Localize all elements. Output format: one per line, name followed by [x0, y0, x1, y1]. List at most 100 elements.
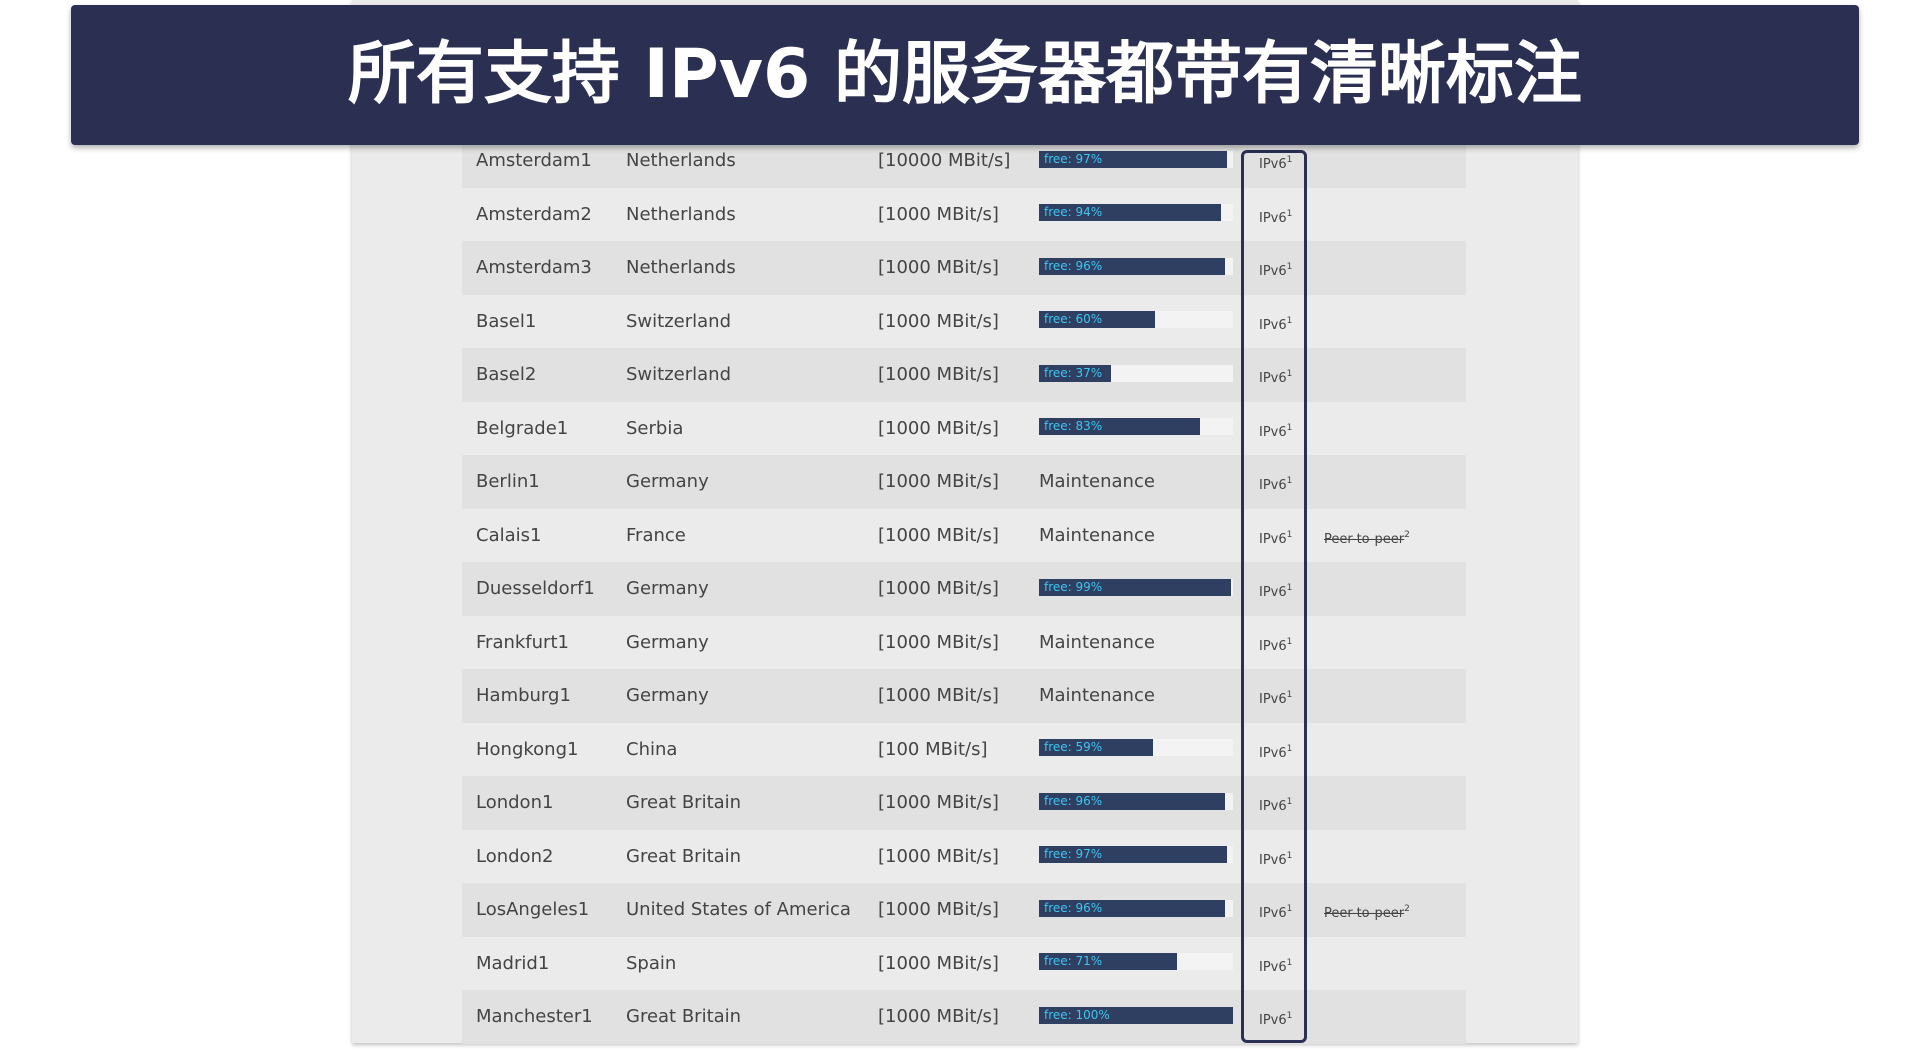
ipv6-note: 1 — [1286, 636, 1293, 647]
ipv6-label: IPv6 — [1259, 959, 1287, 975]
p2p-note: 2 — [1404, 904, 1410, 914]
ipv6-note: 1 — [1286, 904, 1293, 914]
load-bar — [1039, 1006, 1233, 1024]
load-label: free: 71% — [1044, 954, 1103, 969]
table-row: Amsterdam2 Netherlands [1000 MBit/s] free: … — [462, 188, 1466, 242]
ipv6-cell: IPv61 — [1259, 402, 1292, 460]
ipv6-label: IPv6 — [1259, 371, 1287, 386]
speed: [1000 MBit/s] — [878, 1006, 999, 1027]
load-bar — [1039, 953, 1177, 971]
country: Germany — [626, 578, 709, 599]
load-track: free: 37% — [1039, 364, 1233, 382]
table-row: Berlin1 Germany [1000 MBit/s] Maintenance IP… — [462, 455, 1466, 509]
ipv6-note: 1 — [1286, 262, 1293, 272]
speed: [1000 MBit/s] — [878, 631, 999, 653]
ipv6-label: IPv6 — [1259, 692, 1287, 707]
country: China — [626, 738, 678, 760]
ipv6-label: IPv6 — [1259, 157, 1287, 172]
server-name: Duesseldorf1 — [476, 578, 595, 599]
load-label: free: 60% — [1044, 312, 1103, 327]
server-name: Hamburg1 — [476, 685, 571, 706]
ipv6-cell: IPv61 — [1259, 295, 1292, 353]
ipv6-note: 1 — [1286, 1011, 1293, 1021]
ipv6-cell: IPv61 — [1259, 455, 1292, 513]
table-row: Calais1 France [1000 MBit/s] Maintenance IPv… — [462, 509, 1466, 563]
load-track: free: 96% — [1039, 257, 1233, 275]
load-bar — [1039, 846, 1228, 864]
load-label: free: 100% — [1044, 1007, 1110, 1022]
load-status: Maintenance — [1039, 685, 1155, 706]
p2p-note: 2 — [1404, 529, 1410, 540]
server-name: Berlin1 — [476, 471, 540, 492]
speed: [1000 MBit/s] — [878, 257, 999, 278]
load-track: free: 97% — [1039, 150, 1233, 168]
country: Germany — [626, 685, 709, 706]
ipv6-label: IPv6 — [1259, 906, 1287, 921]
ipv6-note: 1 — [1286, 315, 1293, 326]
load-bar — [1039, 311, 1156, 329]
load-track: free: 99% — [1039, 578, 1233, 596]
ipv6-label: IPv6 — [1259, 1013, 1287, 1028]
table-row: Hamburg1 Germany [1000 MBit/s] Maintenance I… — [462, 669, 1466, 723]
speed: [1000 MBit/s] — [878, 952, 999, 974]
server-name: London2 — [476, 845, 554, 867]
table-row: Manchester1 Great Britain [1000 MBit/s] fre… — [462, 990, 1466, 1044]
speed: [1000 MBit/s] — [878, 471, 999, 492]
ipv6-cell: IPv61 — [1259, 669, 1292, 727]
country: Netherlands — [626, 257, 736, 278]
country: Switzerland — [626, 310, 731, 332]
p2p-label: Peer-to-peer — [1324, 906, 1405, 921]
load-label: free: 37% — [1044, 365, 1103, 380]
table-row: Madrid1 Spain [1000 MBit/s] free: 71% IPv61 — [462, 937, 1466, 991]
speed: [1000 MBit/s] — [878, 364, 999, 385]
country: Germany — [626, 471, 709, 492]
ipv6-note: 1 — [1286, 583, 1293, 593]
country: Spain — [626, 952, 677, 974]
server-name: Amsterdam2 — [476, 203, 592, 225]
p2p-label: Peer-to-peer — [1324, 531, 1405, 547]
server-name: Hongkong1 — [476, 738, 579, 760]
load-label: free: 96% — [1044, 793, 1103, 808]
speed: [1000 MBit/s] — [878, 792, 999, 813]
ipv6-note: 1 — [1286, 529, 1293, 540]
ipv6-label: IPv6 — [1259, 317, 1287, 333]
load-label: free: 99% — [1044, 579, 1103, 594]
ipv6-cell: IPv61 — [1259, 883, 1292, 941]
table-row: LosAngeles1 United States of America [1000… — [462, 883, 1466, 937]
ipv6-label: IPv6 — [1259, 478, 1287, 493]
load-status: Maintenance — [1039, 471, 1155, 492]
load-track: free: 96% — [1039, 899, 1233, 917]
country: Great Britain — [626, 1006, 742, 1027]
server-name: Amsterdam3 — [476, 257, 592, 278]
ipv6-label: IPv6 — [1259, 424, 1287, 440]
load-bar — [1039, 418, 1201, 436]
server-name: LosAngeles1 — [476, 899, 590, 920]
ipv6-note: 1 — [1286, 743, 1293, 754]
country: Netherlands — [626, 203, 736, 225]
speed: [1000 MBit/s] — [878, 845, 999, 867]
ipv6-note: 1 — [1286, 208, 1293, 219]
load-bar — [1039, 578, 1232, 596]
speed: [1000 MBit/s] — [878, 417, 999, 439]
load-label: free: 83% — [1044, 419, 1103, 434]
ipv6-cell: IPv61 — [1259, 990, 1292, 1048]
table-row: Belgrade1 Serbia [1000 MBit/s] free: 83% IPv… — [462, 402, 1466, 456]
load-bar — [1039, 739, 1154, 757]
ipv6-cell: IPv61 — [1259, 616, 1292, 674]
ipv6-cell: IPv61 — [1259, 830, 1292, 888]
table-row: Hongkong1 China [100 MBit/s] free: 59% IPv61 — [462, 723, 1466, 777]
load-track: free: 100% — [1039, 1006, 1233, 1024]
server-name: Belgrade1 — [476, 417, 569, 439]
country: Great Britain — [626, 845, 742, 867]
load-bar — [1039, 257, 1226, 275]
ipv6-note: 1 — [1286, 369, 1293, 379]
load-label: free: 97% — [1044, 151, 1103, 166]
speed: [1000 MBit/s] — [878, 685, 999, 706]
table-row: London2 Great Britain [1000 MBit/s] free: 9… — [462, 830, 1466, 884]
ipv6-cell: IPv61 — [1259, 134, 1292, 192]
server-name: Basel1 — [476, 310, 537, 332]
load-status: Maintenance — [1039, 631, 1155, 653]
ipv6-label: IPv6 — [1259, 531, 1287, 547]
ipv6-label: IPv6 — [1259, 852, 1287, 868]
